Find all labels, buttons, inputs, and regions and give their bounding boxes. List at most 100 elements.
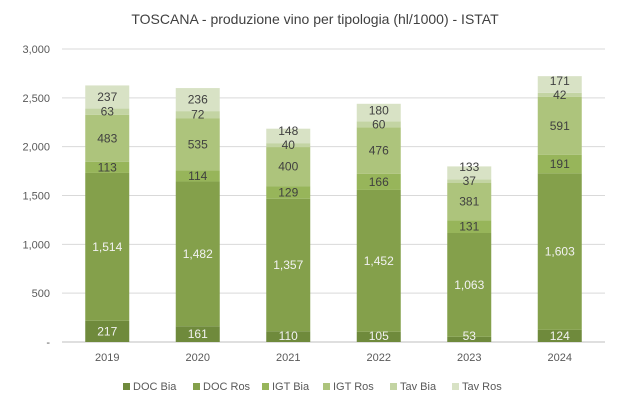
bar-segment (175, 111, 220, 119)
data-label: 535 (188, 137, 208, 151)
legend-swatch (262, 383, 269, 390)
bar-segment (447, 336, 492, 342)
legend-swatch (323, 383, 330, 390)
legend-swatch (193, 383, 200, 390)
data-label: 217 (97, 324, 117, 338)
x-tick-label: 2024 (548, 352, 572, 364)
bar-segment (175, 181, 220, 327)
bar-segment (447, 166, 492, 180)
bar-segment (266, 143, 311, 148)
bar-segment (175, 170, 220, 182)
data-label: 1,482 (183, 247, 213, 261)
data-label: 63 (101, 105, 115, 119)
data-label: 113 (98, 160, 117, 174)
bar-segment (266, 186, 311, 199)
bar-segment (537, 76, 582, 93)
bar-segment (537, 329, 582, 342)
legend-label: DOC Ros (203, 381, 251, 393)
legend-label: Tav Bia (400, 381, 437, 393)
data-label: 237 (97, 90, 117, 104)
data-label: 381 (459, 195, 479, 209)
x-tick-label: 2023 (457, 352, 481, 364)
x-tick-label: 2021 (276, 352, 300, 364)
legend-item: IGT Bia (262, 381, 310, 393)
legend-label: Tav Ros (462, 381, 502, 393)
data-label: 1,603 (545, 245, 575, 259)
data-label: 166 (369, 175, 389, 189)
data-label: 53 (463, 329, 477, 343)
data-label: 42 (553, 88, 567, 102)
bar-segment (85, 85, 130, 109)
data-label: 148 (278, 124, 298, 138)
bar-segment (447, 182, 492, 221)
bar-segment (85, 114, 130, 162)
data-label: 476 (369, 143, 389, 157)
data-label: 1,452 (364, 254, 394, 268)
bar-segment (447, 220, 492, 234)
bar-segment (356, 103, 401, 122)
legend-item: DOC Ros (193, 381, 251, 393)
legend-label: IGT Ros (333, 381, 374, 393)
data-label: 72 (191, 108, 205, 122)
legend-label: DOC Bia (133, 381, 177, 393)
data-label: 114 (188, 169, 207, 183)
data-label: 60 (372, 117, 386, 131)
x-tick-label: 2019 (95, 352, 119, 364)
x-tick-label: 2020 (186, 352, 210, 364)
data-label: 180 (369, 103, 389, 117)
data-label: 161 (188, 327, 208, 341)
bar-segment (537, 154, 582, 174)
legend-item: Tav Ros (452, 381, 502, 393)
bar-segment (356, 173, 401, 190)
y-tick-label: 2,000 (22, 142, 50, 154)
bar-segment (356, 121, 401, 128)
bar-segment (537, 92, 582, 97)
bar-segment (356, 127, 401, 174)
y-tick-label: 1,500 (22, 191, 50, 203)
bar-segment (266, 147, 311, 187)
data-label: 1,514 (92, 240, 122, 254)
bar-segment (85, 161, 130, 173)
legend-swatch (452, 383, 459, 390)
bar-segment (447, 179, 492, 183)
data-label: 400 (278, 160, 298, 174)
y-tick-label: 500 (32, 288, 50, 300)
legend-label: IGT Bia (272, 381, 310, 393)
data-label: 40 (282, 138, 296, 152)
bar-segment (85, 320, 130, 342)
bar-segment (266, 128, 311, 144)
y-tick-label: 3,000 (22, 44, 50, 56)
data-label: 236 (188, 93, 208, 107)
data-label: 1,063 (454, 278, 484, 292)
bar-segment (85, 108, 130, 115)
data-label: 129 (278, 185, 298, 199)
chart-title: TOSCANA - produzione vino per tipologia … (131, 11, 499, 27)
bar-segment (266, 198, 311, 332)
data-label: 124 (550, 329, 570, 343)
data-label: 110 (279, 329, 298, 343)
data-label: 37 (463, 174, 477, 188)
data-label: 131 (459, 220, 479, 234)
bar-segment (356, 331, 401, 342)
data-label: 105 (369, 329, 389, 343)
bar-segment (175, 326, 220, 342)
y-tick-label: 2,500 (22, 93, 50, 105)
bar-segment (537, 173, 582, 330)
data-label: 591 (550, 119, 570, 133)
y-tick-label: 1,000 (22, 239, 50, 251)
bar-segment (175, 88, 220, 112)
legend-item: IGT Ros (323, 381, 374, 393)
data-label: 133 (459, 160, 479, 174)
bar-segment (175, 118, 220, 171)
y-tick-label: - (46, 337, 50, 349)
bar-segment (447, 233, 492, 337)
bar-segment (356, 189, 401, 332)
data-label: 1,357 (273, 258, 303, 272)
legend-swatch (390, 383, 397, 390)
bar-segment (266, 331, 311, 342)
legend-swatch (123, 383, 130, 390)
legend-item: DOC Bia (123, 381, 177, 393)
data-label: 171 (550, 74, 570, 88)
bar-segment (85, 172, 130, 321)
